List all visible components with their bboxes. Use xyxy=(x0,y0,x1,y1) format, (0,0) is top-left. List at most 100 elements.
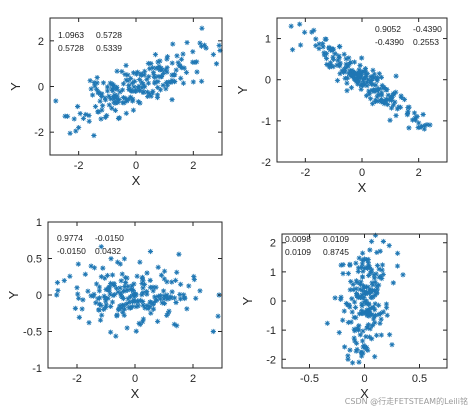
data-point xyxy=(67,130,73,136)
data-point xyxy=(348,319,354,325)
data-point xyxy=(356,67,362,73)
covariance-value: 0.0432 xyxy=(95,246,121,256)
data-point xyxy=(364,325,370,331)
data-point xyxy=(411,110,418,116)
data-point xyxy=(125,72,131,78)
data-point xyxy=(336,55,342,61)
scatter-plot-top-right: -2 0 2 -2 -1 0 1 X Y 0.9052 -0.4390 -0.4390 0.2553 xyxy=(235,17,448,195)
data-point xyxy=(154,92,161,98)
data-point xyxy=(355,268,361,275)
data-point xyxy=(355,265,362,271)
data-point xyxy=(138,71,144,78)
data-point xyxy=(76,314,82,320)
data-point xyxy=(75,103,81,110)
data-point xyxy=(372,98,379,105)
data-point xyxy=(361,256,367,262)
data-point xyxy=(383,305,390,311)
data-point xyxy=(370,282,376,288)
data-point xyxy=(184,306,190,312)
data-point xyxy=(341,51,347,57)
data-point xyxy=(88,293,94,299)
data-point xyxy=(181,292,187,298)
data-point xyxy=(160,70,167,77)
data-point xyxy=(203,45,209,51)
data-point xyxy=(297,21,303,27)
data-point xyxy=(335,57,341,63)
scatter-plot-top-left: -2 0 2 -2 0 2 X Y 1.0963 0.5728 0.5728 0.5339 xyxy=(8,17,223,188)
data-point xyxy=(357,281,363,288)
data-point xyxy=(130,291,136,297)
covariance-matrix: 0.9052 -0.4390 -0.4390 0.2553 xyxy=(375,24,442,47)
data-point xyxy=(322,36,328,42)
data-point xyxy=(365,322,371,328)
data-point xyxy=(356,359,362,365)
data-point xyxy=(142,305,148,311)
data-point xyxy=(122,280,129,286)
data-point xyxy=(363,301,369,307)
data-point xyxy=(375,92,381,98)
data-point xyxy=(100,103,106,109)
data-point xyxy=(155,78,161,85)
data-point xyxy=(141,72,147,78)
data-point xyxy=(96,109,102,115)
data-point xyxy=(142,84,148,90)
data-point xyxy=(100,265,106,271)
data-point xyxy=(363,334,369,340)
data-point xyxy=(180,51,186,57)
data-point xyxy=(369,336,375,342)
data-point xyxy=(357,69,363,75)
x-tick-label: 2 xyxy=(416,167,422,179)
data-point xyxy=(74,285,80,291)
data-point xyxy=(371,71,377,77)
x-axis-label: X xyxy=(358,180,367,195)
y-tick-label: -0.5 xyxy=(23,327,42,339)
data-point xyxy=(76,295,82,301)
data-point xyxy=(119,294,125,300)
data-point xyxy=(359,261,365,267)
data-point xyxy=(140,316,147,322)
data-point xyxy=(109,272,116,278)
data-point xyxy=(327,60,334,66)
data-point xyxy=(358,86,364,92)
data-point xyxy=(175,60,181,66)
data-point xyxy=(163,295,170,301)
data-point xyxy=(197,40,203,46)
y-tick-label: 1 xyxy=(265,34,271,46)
x-axis-label: X xyxy=(360,386,369,401)
data-point xyxy=(105,295,111,301)
data-point xyxy=(159,300,165,306)
data-point xyxy=(352,304,359,310)
data-point xyxy=(103,286,109,293)
data-point xyxy=(372,320,378,326)
data-point xyxy=(131,297,137,303)
data-point xyxy=(297,42,304,48)
data-point xyxy=(201,42,208,48)
data-point xyxy=(125,296,131,302)
data-point xyxy=(337,71,343,77)
data-point xyxy=(61,277,67,284)
data-point xyxy=(114,93,120,99)
data-point xyxy=(114,312,120,318)
data-point xyxy=(140,298,146,305)
data-point xyxy=(197,288,203,294)
data-point xyxy=(120,81,127,87)
data-point xyxy=(157,296,163,302)
data-point xyxy=(108,329,114,335)
data-point xyxy=(140,290,146,296)
data-point xyxy=(139,292,145,298)
data-point xyxy=(124,275,130,281)
data-point xyxy=(150,88,156,94)
data-point xyxy=(362,265,368,271)
x-axis-label: X xyxy=(132,173,141,188)
data-point xyxy=(320,44,326,50)
data-point xyxy=(345,356,351,362)
data-point xyxy=(110,292,116,299)
data-point xyxy=(330,56,337,63)
data-point xyxy=(365,260,371,266)
data-point xyxy=(351,314,357,320)
data-point xyxy=(182,295,188,302)
data-point xyxy=(383,301,390,307)
data-point xyxy=(321,52,328,58)
data-point xyxy=(150,300,156,306)
data-point xyxy=(366,272,372,279)
